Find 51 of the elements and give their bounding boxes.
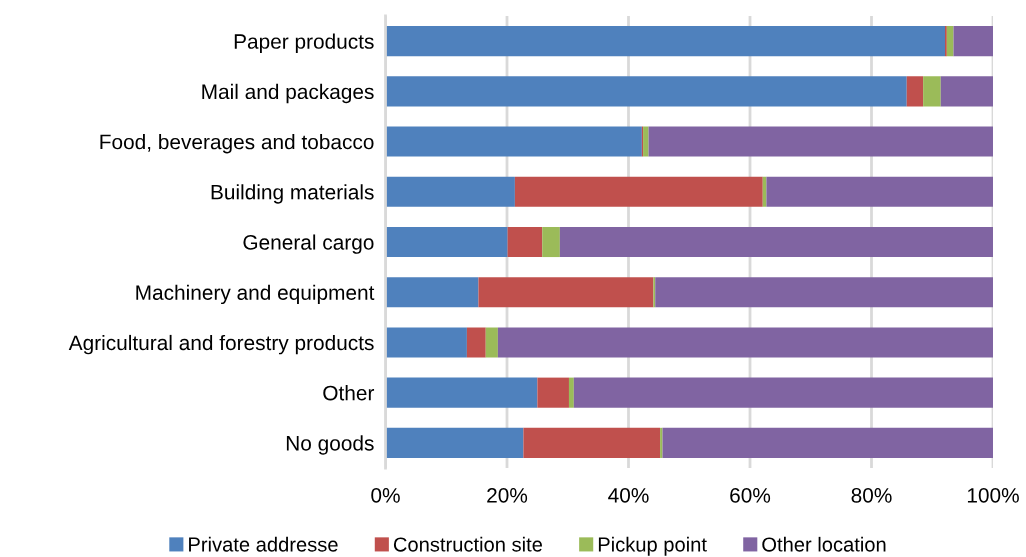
- bar: [537, 377, 569, 408]
- bar: [485, 327, 498, 358]
- bar: [923, 76, 941, 107]
- x-tick-label: 40%: [608, 487, 649, 503]
- bar: [478, 277, 654, 308]
- bar: [385, 76, 907, 107]
- bar: [568, 377, 574, 408]
- bar: [497, 327, 993, 358]
- x-tick-label: 60%: [730, 487, 771, 503]
- bar: [385, 327, 467, 358]
- bar: [766, 176, 993, 207]
- bar: [946, 26, 954, 57]
- y-tick-label: General cargo: [243, 234, 374, 254]
- legend-label: Pickup point: [598, 536, 707, 556]
- bar: [655, 277, 993, 308]
- y-tick-label: Agricultural and forestry products: [68, 334, 374, 355]
- bar: [385, 26, 946, 57]
- bar: [385, 176, 515, 207]
- legend-label: Construction site: [393, 536, 542, 552]
- bar: [643, 126, 649, 157]
- bar: [542, 226, 560, 258]
- bar: [953, 26, 993, 57]
- x-tick-label: 100%: [967, 487, 1019, 503]
- bar: [559, 226, 993, 258]
- bar: [385, 126, 642, 157]
- y-tick-label: Food, beverages and tobacco: [100, 134, 374, 154]
- bar: [514, 176, 763, 207]
- x-tick-label: 80%: [851, 487, 892, 503]
- y-tick-label: No goods: [286, 435, 374, 455]
- bar: [940, 76, 993, 107]
- bar: [906, 76, 924, 107]
- y-tick-label: Machinery and equipment: [136, 284, 375, 305]
- bar: [507, 226, 543, 258]
- y-tick-label: Paper products: [234, 33, 374, 53]
- bar: [385, 427, 524, 458]
- bar: [648, 126, 993, 157]
- bar: [385, 277, 479, 308]
- bar: [385, 226, 508, 258]
- y-tick-label: Other: [323, 385, 375, 401]
- x-tick-label: 20%: [487, 487, 528, 503]
- y-tick-label: Building materials: [211, 184, 374, 204]
- legend-label: Other location: [762, 536, 886, 552]
- y-tick-label: Mail and packages: [202, 83, 374, 104]
- bar: [385, 377, 538, 408]
- bar: [660, 427, 663, 458]
- bar: [523, 427, 661, 458]
- legend-label: Private addresse: [189, 536, 338, 552]
- bar: [573, 377, 993, 408]
- bar: [466, 327, 486, 358]
- x-tick-label: 0%: [371, 487, 400, 503]
- bar: [662, 427, 993, 458]
